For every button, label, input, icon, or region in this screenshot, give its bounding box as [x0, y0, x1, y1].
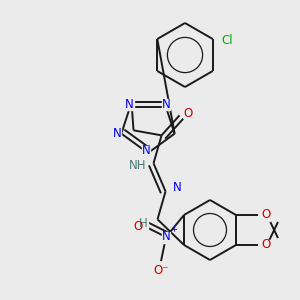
Text: +: + — [171, 226, 178, 235]
Bar — [130, 160, 145, 171]
Bar — [140, 218, 148, 229]
Bar — [125, 99, 134, 110]
Bar — [154, 266, 168, 277]
Bar — [134, 221, 142, 233]
Bar — [142, 146, 150, 157]
Bar — [262, 209, 270, 220]
Text: Cl: Cl — [221, 34, 232, 47]
Text: O⁻: O⁻ — [153, 265, 169, 278]
Text: N: N — [162, 98, 171, 111]
Text: O: O — [261, 208, 271, 221]
Text: O: O — [134, 220, 142, 233]
Bar — [220, 35, 234, 46]
Bar — [173, 182, 181, 193]
Text: O: O — [183, 107, 192, 120]
Text: N: N — [142, 145, 150, 158]
Text: O: O — [261, 238, 271, 251]
Bar — [184, 108, 191, 119]
Text: N: N — [113, 127, 122, 140]
Text: NH: NH — [129, 159, 146, 172]
Bar — [162, 232, 170, 242]
Text: N: N — [173, 181, 182, 194]
Bar — [113, 128, 122, 139]
Text: H: H — [139, 217, 148, 230]
Text: N: N — [125, 98, 134, 111]
Bar — [163, 99, 170, 110]
Text: N: N — [162, 230, 170, 244]
Bar — [262, 239, 270, 250]
